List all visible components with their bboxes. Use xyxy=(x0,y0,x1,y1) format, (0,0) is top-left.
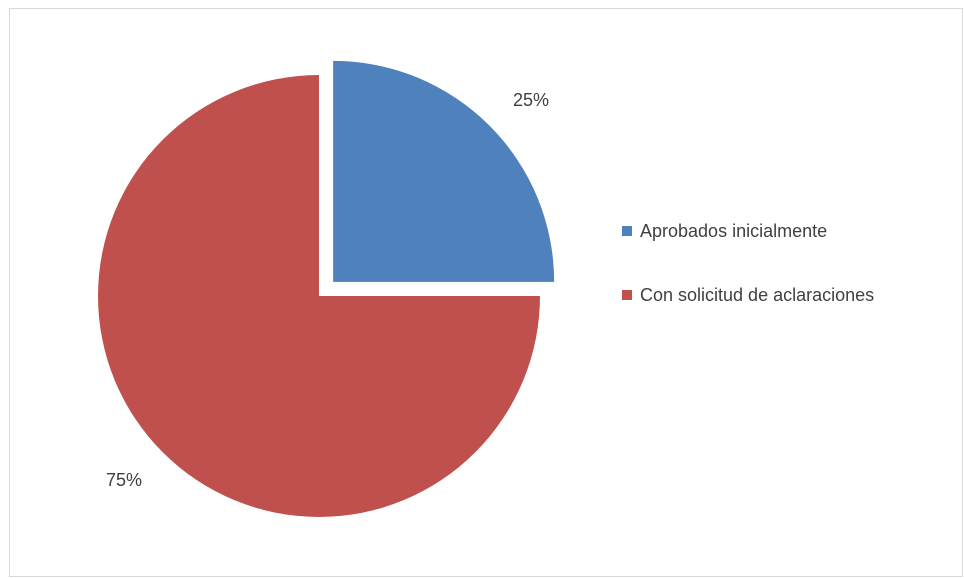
legend-item-1: Aprobados inicialmente xyxy=(622,215,874,247)
data-label-2: 75% xyxy=(106,470,142,490)
legend-label: Con solicitud de aclaraciones xyxy=(640,284,875,305)
legend-swatch xyxy=(622,290,632,300)
data-label-1: 25% xyxy=(513,90,549,110)
pie-slice-2 xyxy=(98,75,540,517)
legend-item-2: Con solicitud de aclaraciones xyxy=(622,279,874,311)
legend: Aprobados inicialmente Con solicitud de a… xyxy=(622,215,874,343)
legend-label: Aprobados inicialmente xyxy=(640,220,828,241)
pie-slice-1 xyxy=(333,60,555,282)
legend-swatch xyxy=(622,226,632,236)
